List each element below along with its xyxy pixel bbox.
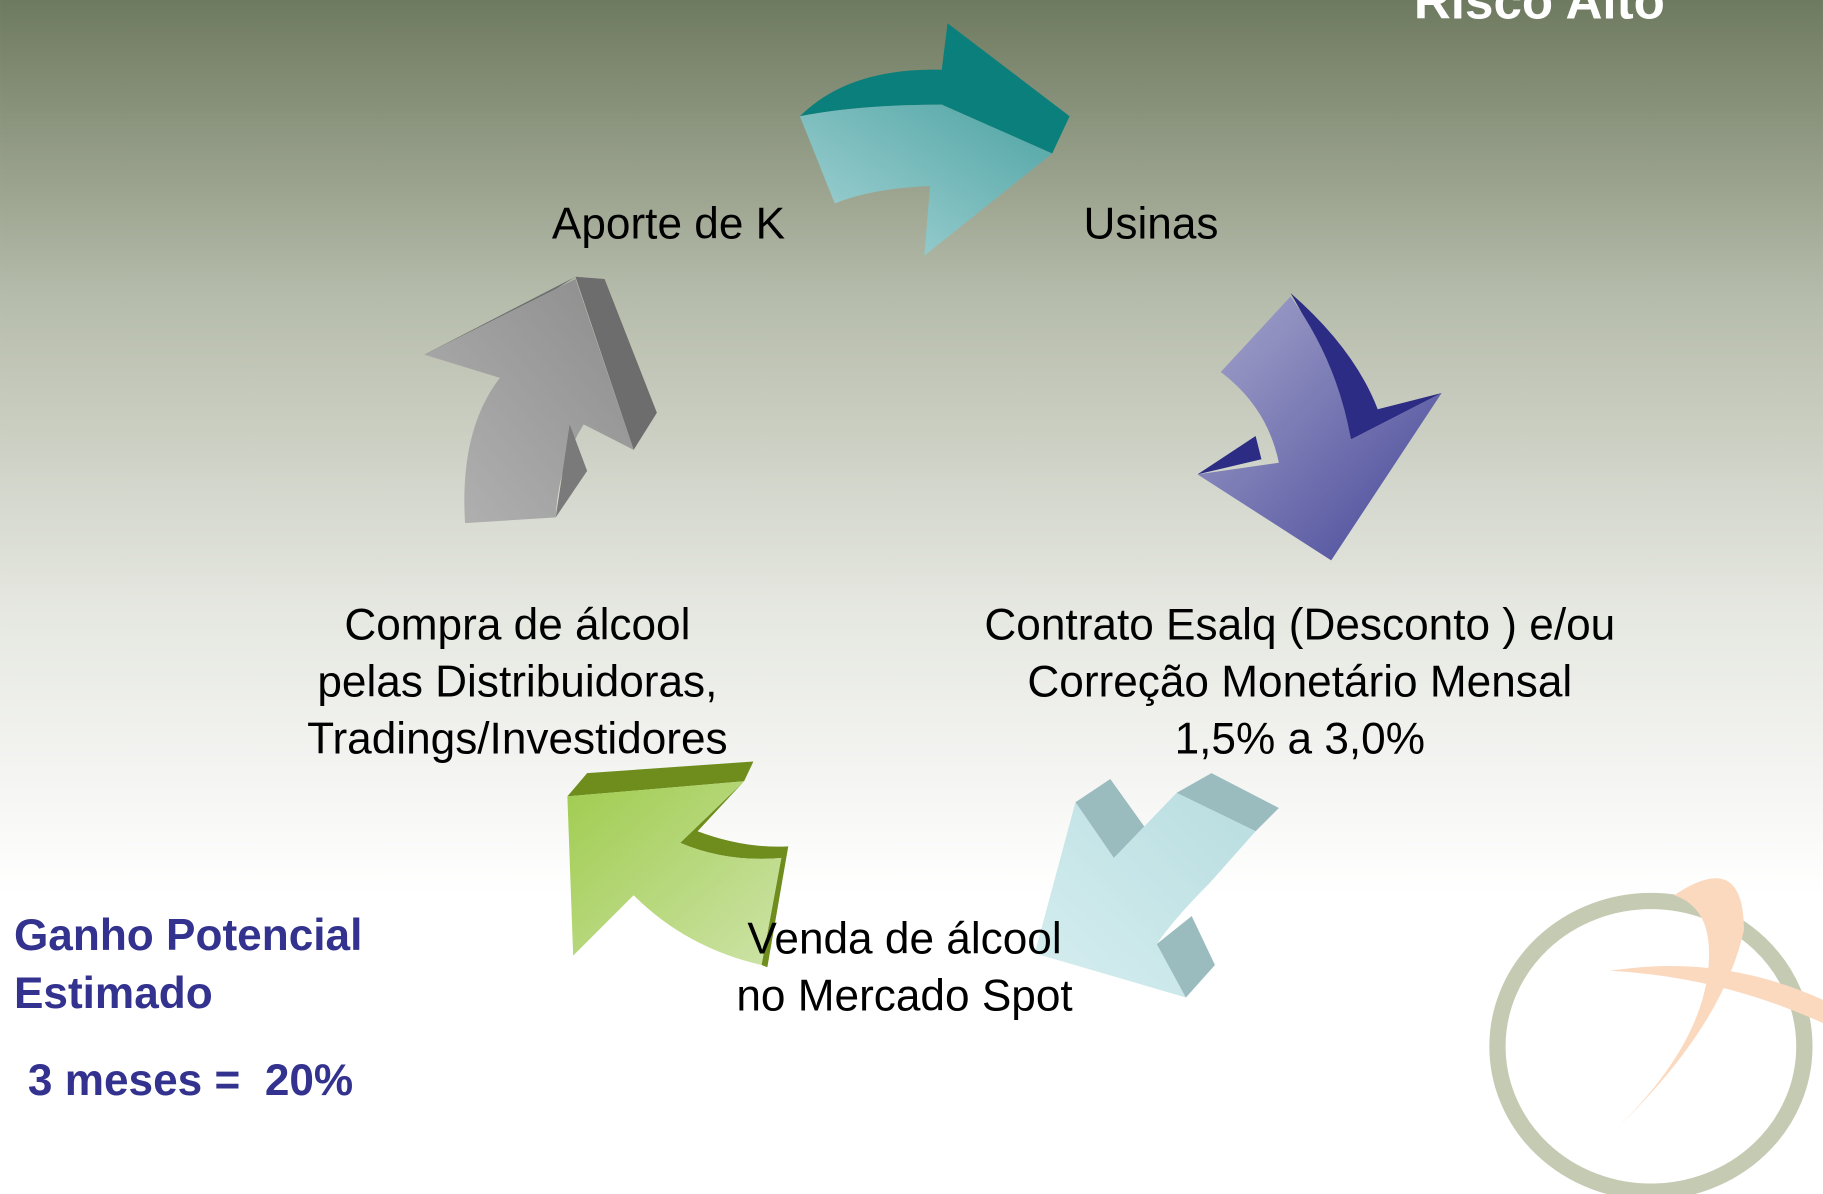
- node-label: 1,5% a 3,0%: [1175, 714, 1425, 763]
- node-label: Correção Monetário Mensal: [1027, 657, 1572, 706]
- arrow: [1197, 296, 1442, 561]
- arrow-side: [567, 761, 754, 797]
- arrow: [424, 279, 634, 524]
- node-label: Contrato Esalq (Desconto ) e/ou: [984, 600, 1615, 649]
- node-label: Compra de álcool: [344, 600, 690, 649]
- arrow-side: [1197, 435, 1262, 475]
- slide-title: Risco Alto: [1414, 0, 1665, 30]
- node-labels: Aporte de K Usinas Contrato Esalq (Descont…: [307, 199, 1615, 1020]
- arrow-side: [424, 276, 576, 355]
- arrow-side: [555, 424, 588, 518]
- arrow-side: [1176, 773, 1279, 832]
- node-label: Tradings/Investidores: [307, 714, 727, 763]
- logo-swoosh: [1610, 966, 1823, 1024]
- summary-label: Estimado: [14, 969, 213, 1018]
- arrow-side: [575, 276, 657, 450]
- summary-label: Ganho Potencial: [14, 911, 362, 960]
- arrow-side: [799, 23, 1070, 154]
- node-label: Usinas: [1084, 199, 1219, 248]
- node-label: pelas Distribuidoras,: [317, 657, 717, 706]
- arrow: [799, 104, 1053, 256]
- arrow-side: [1290, 292, 1442, 440]
- logo-ring: [1489, 892, 1813, 1194]
- arrow-side: [1075, 778, 1146, 859]
- summary: Ganho Potencial Estimado 3 meses = 20%: [14, 911, 362, 1105]
- node-label: Venda de álcool: [747, 914, 1061, 963]
- arrow: [567, 781, 782, 965]
- node-label: Aporte de K: [552, 199, 785, 248]
- node-label: no Mercado Spot: [736, 971, 1072, 1020]
- logo-swoosh: [1598, 878, 1744, 1146]
- arrow-side: [1156, 916, 1215, 998]
- summary-result: 3 meses = 20%: [28, 1056, 353, 1105]
